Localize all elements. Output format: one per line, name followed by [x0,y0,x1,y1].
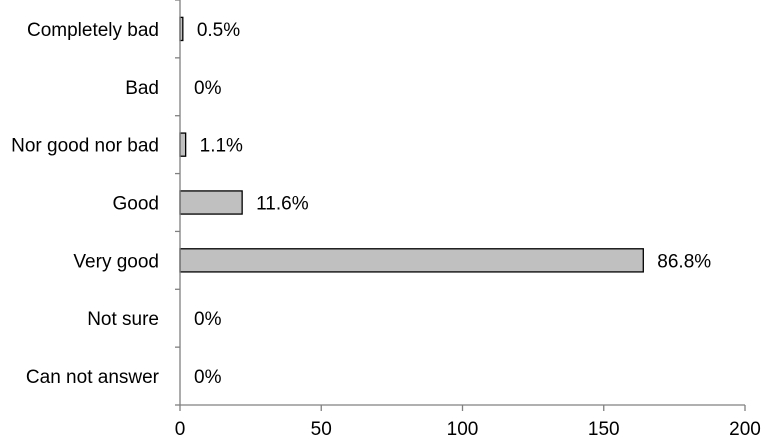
x-tick-label: 0 [175,419,186,440]
labels-layer: Completely bad 0.5% Bad 0% Nor good nor bad 1… [11,20,761,440]
data-label: 86.8% [657,251,711,272]
data-label: 0% [194,309,222,330]
category-label: Very good [73,251,159,272]
category-label: Can not answer [26,367,160,388]
data-label: 1.1% [200,136,243,157]
data-label: 0.5% [197,20,240,41]
bar-nor-good-nor-bad [179,132,187,157]
category-label: Bad [125,78,159,99]
category-label: Completely bad [27,20,159,41]
bar-very-good [179,248,644,273]
axis-layer [175,0,746,411]
data-label: 0% [194,367,222,388]
x-tick-label: 150 [588,419,620,440]
data-label: 0% [194,78,222,99]
x-tick-label: 100 [447,419,479,440]
category-label: Good [113,194,159,215]
bar-good [179,190,243,215]
x-tick-label: 200 [729,419,761,440]
bars-layer [179,16,644,273]
category-label: Not sure [87,309,159,330]
category-label: Nor good nor bad [11,136,159,157]
data-label: 11.6% [256,194,309,215]
x-tick-label: 50 [311,419,332,440]
